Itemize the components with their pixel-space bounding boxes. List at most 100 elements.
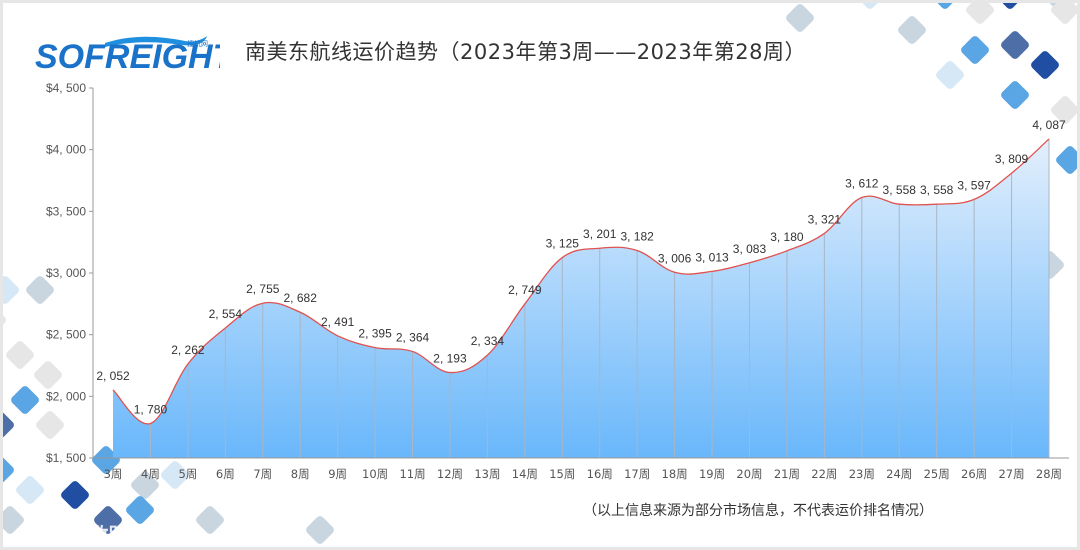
data-label: 3, 597 bbox=[957, 178, 991, 192]
x-tick-label: 17周 bbox=[624, 467, 650, 481]
decorative-diamond bbox=[61, 481, 89, 509]
logo-subtext: 搜航网 bbox=[187, 39, 208, 48]
x-tick-label: 26周 bbox=[961, 467, 987, 481]
decorative-diamond bbox=[1056, 146, 1077, 174]
data-label: 2, 052 bbox=[96, 369, 130, 383]
decorative-diamond bbox=[196, 506, 224, 534]
decorative-diamond bbox=[94, 506, 122, 534]
data-label: 3, 083 bbox=[733, 242, 767, 256]
x-tick-label: 10周 bbox=[362, 467, 388, 481]
x-tick-label: 23周 bbox=[849, 467, 875, 481]
data-label: 3, 201 bbox=[583, 227, 617, 241]
area-chart: $1, 500 $2, 000 $2, 500 $3, 000 $3, 500 $4, 0… bbox=[46, 81, 1069, 481]
y-tick-label: $3, 000 bbox=[46, 266, 86, 280]
y-tick-label: $3, 500 bbox=[46, 204, 86, 218]
watermark-logo-icon: K◌◌ bbox=[17, 526, 69, 547]
x-tick-label: 27周 bbox=[998, 467, 1024, 481]
decorative-diamond bbox=[3, 411, 14, 439]
decorative-diamond bbox=[966, 3, 994, 24]
x-tick-label: 9周 bbox=[328, 467, 347, 481]
data-label: 2, 491 bbox=[321, 315, 355, 329]
data-label: 2, 364 bbox=[396, 330, 430, 344]
y-tick-label: $2, 000 bbox=[46, 389, 86, 403]
decorative-diamond bbox=[1001, 81, 1029, 109]
x-tick-label: 7周 bbox=[253, 467, 272, 481]
data-label: 3, 612 bbox=[845, 177, 879, 191]
x-tick-label: 11周 bbox=[399, 467, 425, 481]
y-tick-label: $1, 500 bbox=[46, 451, 86, 465]
decorative-diamond bbox=[34, 361, 62, 389]
data-label: 2, 755 bbox=[246, 282, 280, 296]
x-tick-label: 18周 bbox=[662, 467, 688, 481]
data-label: 3, 558 bbox=[920, 183, 954, 197]
x-tick-label: 8周 bbox=[291, 467, 310, 481]
x-tick-label: 15周 bbox=[549, 467, 575, 481]
decorative-diamond bbox=[126, 496, 154, 524]
sofreight-logo: SOFREIGHT 搜航网 bbox=[35, 36, 220, 73]
x-tick-label: 4周 bbox=[141, 467, 160, 481]
watermark: K◌◌ 大数跨境 bbox=[17, 519, 149, 547]
data-label: 2, 193 bbox=[433, 352, 467, 366]
x-tick-label: 21周 bbox=[774, 467, 800, 481]
data-label: 4, 087 bbox=[1032, 118, 1066, 132]
disclaimer-note: （以上信息来源为部分市场信息，不代表运价排名情况） bbox=[583, 503, 933, 519]
data-label: 3, 809 bbox=[995, 152, 1029, 166]
decorative-diamond bbox=[786, 4, 814, 32]
decorative-diamond bbox=[936, 61, 964, 89]
x-tick-label: 6周 bbox=[216, 467, 235, 481]
x-tick-label: 3周 bbox=[104, 467, 123, 481]
x-tick-label: 16周 bbox=[587, 467, 613, 481]
data-label: 2, 554 bbox=[209, 307, 243, 321]
data-label: 3, 013 bbox=[695, 250, 729, 264]
x-tick-label: 25周 bbox=[924, 467, 950, 481]
x-tick-label: 5周 bbox=[178, 467, 197, 481]
data-label: 3, 125 bbox=[546, 237, 580, 251]
y-axis-labels: $1, 500 $2, 000 $2, 500 $3, 000 $3, 500 $4, 0… bbox=[46, 81, 93, 465]
x-tick-label: 22周 bbox=[811, 467, 837, 481]
data-label: 2, 262 bbox=[171, 343, 205, 357]
data-label: 3, 182 bbox=[620, 230, 654, 244]
drop-lines bbox=[149, 138, 1050, 458]
area-fill bbox=[113, 138, 1049, 459]
data-label: 2, 395 bbox=[358, 327, 392, 341]
decorative-diamond bbox=[92, 446, 120, 474]
decorative-diamond bbox=[36, 411, 64, 439]
area-shape bbox=[113, 138, 1049, 459]
y-tick-label: $4, 000 bbox=[46, 143, 86, 157]
decorative-diamond bbox=[961, 36, 989, 64]
decorative-diamond bbox=[1051, 96, 1077, 124]
decorative-diamond bbox=[161, 461, 189, 489]
decorative-diamond-pattern bbox=[3, 3, 1077, 544]
x-tick-label: 13周 bbox=[474, 467, 500, 481]
decorative-diamond bbox=[1031, 51, 1059, 79]
decorative-diamond bbox=[26, 276, 54, 304]
y-tick-label: $4, 500 bbox=[46, 81, 86, 95]
x-tick-label: 12周 bbox=[437, 467, 463, 481]
watermark-text: 大数跨境 bbox=[68, 523, 149, 547]
decorative-diamond bbox=[6, 341, 34, 369]
x-tick-label: 19周 bbox=[699, 467, 725, 481]
data-label: 3, 558 bbox=[883, 183, 917, 197]
x-tick-label: 24周 bbox=[886, 467, 912, 481]
decorative-diamond bbox=[11, 386, 39, 414]
x-tick-label: 28周 bbox=[1036, 467, 1062, 481]
decorative-diamond bbox=[1051, 3, 1077, 24]
decorative-diamond bbox=[306, 516, 334, 544]
data-label: 2, 682 bbox=[284, 291, 318, 305]
data-label: 3, 006 bbox=[658, 251, 692, 265]
data-label: 3, 180 bbox=[770, 230, 804, 244]
decorative-diamond bbox=[131, 471, 159, 499]
decorative-diamond bbox=[16, 476, 44, 504]
chart-frame: SOFREIGHT 搜航网 南美东航线运价趋势（2023年第3周——2023年第… bbox=[3, 3, 1077, 547]
decorative-diamond bbox=[3, 276, 19, 304]
x-tick-label: 20周 bbox=[736, 467, 762, 481]
x-axis-labels: 3周 4周 5周 6周 7周 8周 9周 10周 11周 12周 13周 14周 15周 16周 17周 18… bbox=[104, 467, 1062, 481]
logo-text: SOFREIGHT bbox=[35, 38, 220, 73]
trend-line bbox=[112, 138, 1050, 425]
data-label: 3, 321 bbox=[808, 212, 842, 226]
data-label: 2, 334 bbox=[471, 334, 505, 348]
chart-title: 南美东航线运价趋势（2023年第3周——2023年第28周） bbox=[245, 40, 806, 64]
y-tick-label: $2, 500 bbox=[46, 328, 86, 342]
data-label: 1, 780 bbox=[134, 402, 168, 416]
